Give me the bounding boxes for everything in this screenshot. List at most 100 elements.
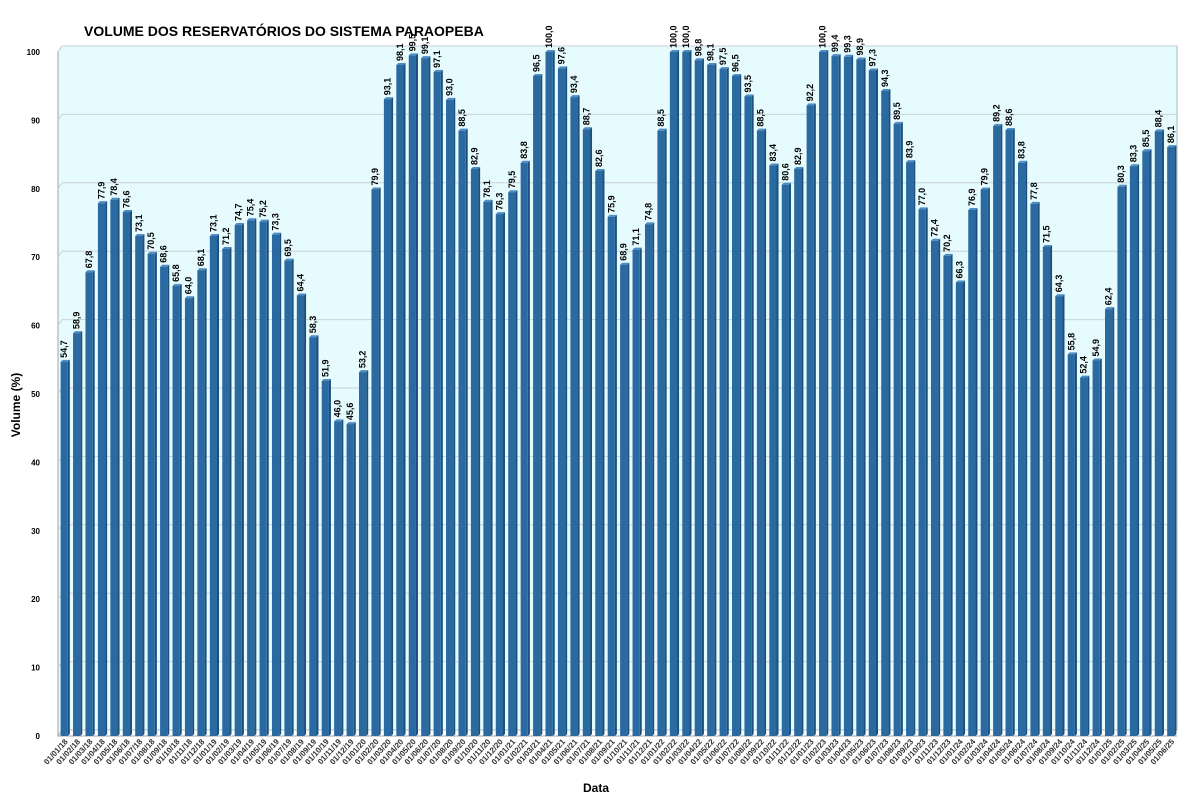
bar-group	[110, 197, 120, 736]
bar-top	[707, 62, 717, 65]
bar	[1055, 296, 1063, 736]
bar-group	[495, 212, 505, 736]
value-label: 77,9	[97, 182, 107, 200]
bar-side	[627, 262, 630, 736]
bar-top	[943, 253, 953, 256]
bar-side	[204, 268, 207, 736]
value-label: 58,3	[308, 316, 318, 334]
value-label: 79,9	[979, 168, 989, 186]
bar-group	[1080, 375, 1090, 736]
bar-group	[1005, 127, 1015, 736]
bar-side	[80, 331, 83, 736]
bar	[520, 162, 528, 737]
bar-top	[458, 128, 468, 131]
bar-side	[788, 182, 791, 737]
bar-side	[900, 121, 903, 736]
bar-group	[980, 187, 990, 736]
bar-side	[714, 62, 717, 737]
bar-group	[794, 166, 804, 737]
bar	[446, 99, 454, 736]
bar-top	[620, 262, 630, 265]
bar-top	[1117, 184, 1127, 187]
bar-side	[117, 197, 120, 736]
value-label: 86,1	[1166, 126, 1176, 144]
bar-side	[565, 66, 568, 736]
bar-side	[67, 359, 70, 736]
bar	[756, 130, 765, 736]
bar	[135, 235, 143, 736]
bar-top	[1105, 307, 1115, 310]
bar-top	[234, 223, 244, 226]
bar-group	[669, 50, 680, 736]
bar-side	[925, 207, 928, 736]
bar-side	[652, 222, 655, 737]
bar-side	[378, 187, 381, 736]
value-label: 46,0	[333, 400, 343, 418]
bar-group	[122, 210, 132, 736]
bar-top	[259, 219, 269, 222]
bar-group	[1042, 244, 1053, 736]
bar	[744, 96, 752, 736]
bar-top	[794, 166, 804, 169]
value-label: 83,4	[768, 144, 778, 162]
bar-group	[209, 233, 220, 736]
value-label: 73,1	[208, 214, 218, 232]
bar-side	[851, 54, 854, 736]
bar-side	[1037, 201, 1040, 736]
bar	[1005, 129, 1013, 736]
bar-group	[197, 268, 207, 736]
bar-group	[520, 160, 530, 737]
value-label: 54,9	[1091, 339, 1101, 357]
value-label: 88,6	[1004, 108, 1014, 126]
bar-group	[296, 293, 307, 736]
bar-top	[147, 251, 157, 254]
bar-group	[234, 223, 244, 736]
bar-side	[614, 214, 617, 736]
y-tick-label: 80	[31, 185, 40, 194]
bar-group	[1092, 358, 1102, 736]
bar-top	[110, 197, 120, 200]
value-label: 58,9	[72, 312, 82, 330]
bar	[160, 266, 168, 736]
bar-top	[918, 207, 928, 210]
value-label: 64,0	[184, 277, 194, 295]
y-tick-label: 100	[27, 48, 41, 57]
bar	[1105, 309, 1113, 736]
bar-top	[247, 218, 257, 221]
bar	[421, 58, 429, 736]
bar-side	[540, 73, 543, 736]
value-label: 79,9	[370, 168, 380, 186]
bar-group	[744, 94, 754, 736]
bar	[620, 264, 628, 736]
bar	[458, 130, 466, 736]
bar	[408, 55, 416, 737]
bar	[1129, 166, 1138, 736]
bar-side	[341, 419, 344, 736]
value-label: 98,1	[706, 43, 716, 61]
value-label: 88,7	[581, 108, 591, 126]
bar-group	[408, 53, 418, 737]
y-tick-label: 20	[31, 595, 40, 604]
bar-group	[359, 370, 369, 736]
bar-top	[495, 212, 505, 215]
bar	[657, 130, 665, 736]
value-label: 78,4	[109, 178, 119, 196]
value-label: 97,5	[718, 48, 728, 66]
gridline	[57, 45, 1177, 53]
bar-top	[744, 94, 754, 97]
bar-top	[1005, 127, 1015, 130]
bar-group	[421, 56, 431, 736]
bar-top	[769, 163, 779, 166]
value-label: 71,1	[631, 228, 641, 246]
bar-group	[97, 201, 108, 736]
value-label: 76,9	[967, 188, 977, 206]
value-label: 65,8	[171, 264, 181, 282]
bar	[707, 64, 715, 737]
bar-top	[682, 50, 692, 52]
bar	[110, 199, 118, 736]
bar-group	[334, 419, 344, 736]
bar	[371, 189, 379, 736]
bar-group	[60, 359, 70, 736]
value-label: 82,9	[470, 147, 480, 165]
bar	[557, 68, 566, 736]
